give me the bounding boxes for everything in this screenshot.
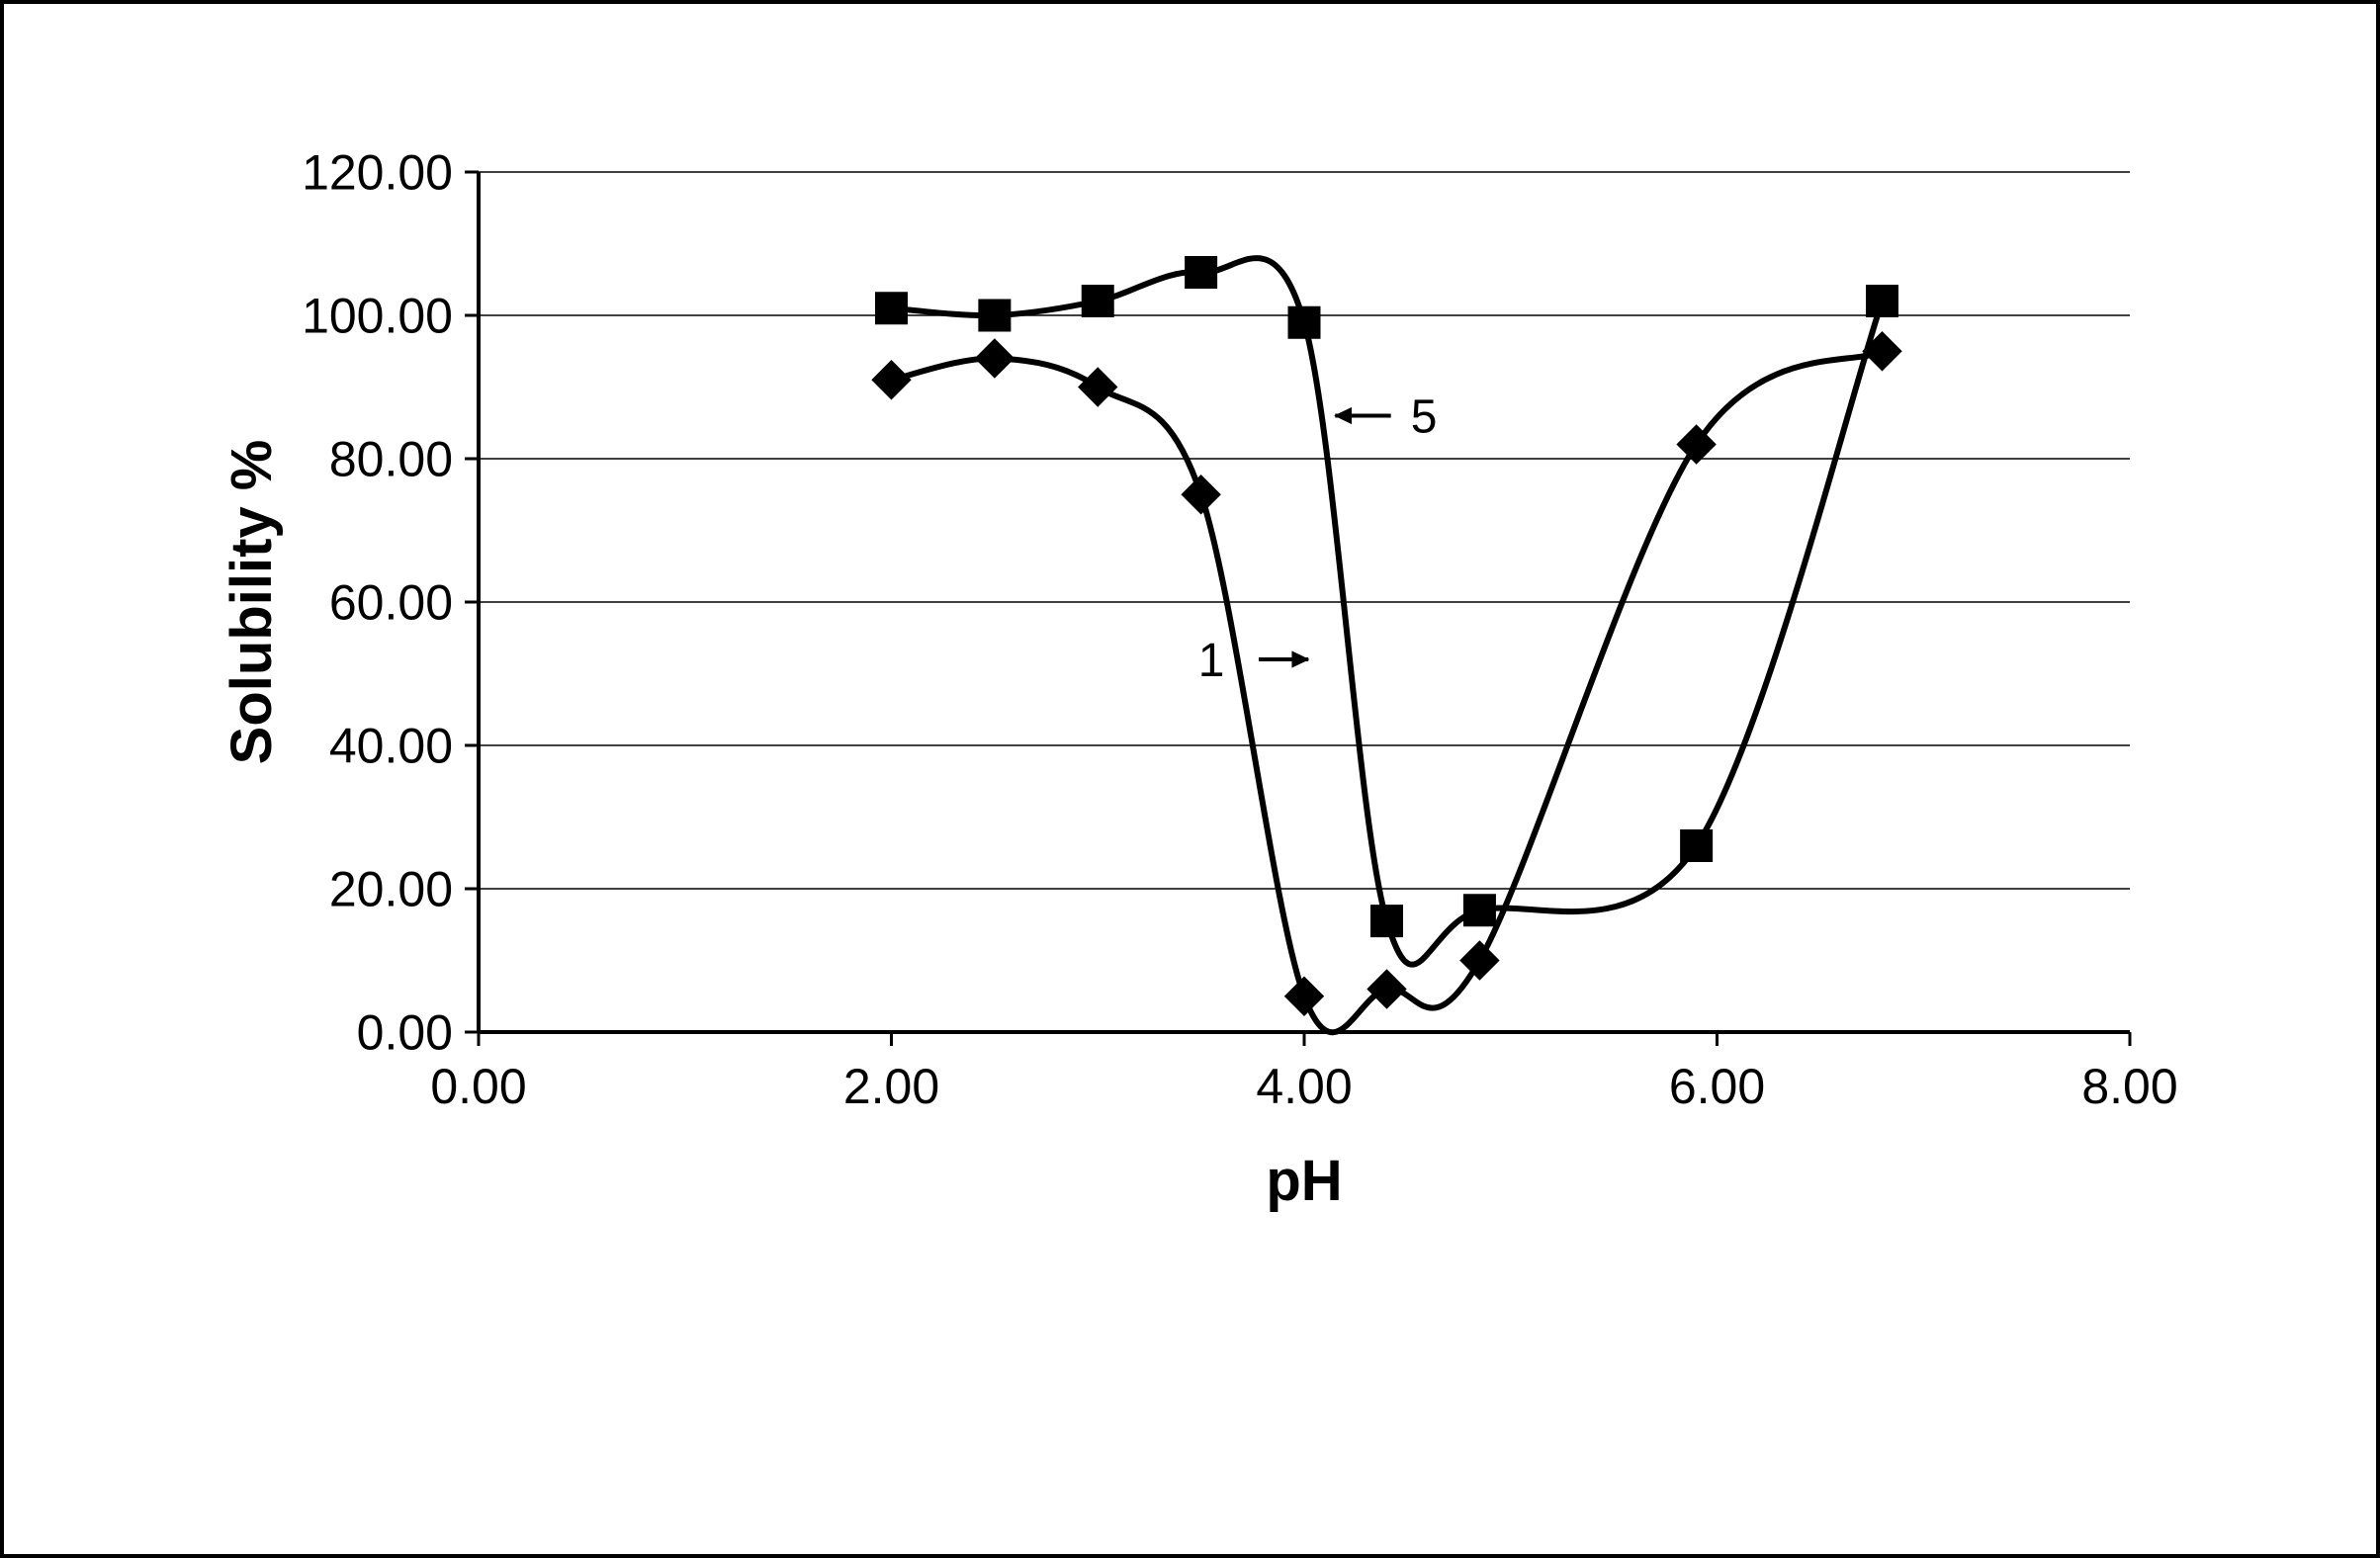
x-tick-label: 6.00	[1669, 1059, 1765, 1114]
y-tick-label: 80.00	[329, 432, 453, 487]
x-tick-label: 2.00	[843, 1059, 939, 1114]
marker-square	[1186, 257, 1217, 289]
annotation-label: 1	[1198, 635, 1225, 687]
y-tick-label: 60.00	[329, 575, 453, 631]
x-axis-label: pH	[1266, 1149, 1342, 1213]
y-axis-label: Solubility %	[220, 440, 284, 765]
y-tick-label: 100.00	[302, 289, 453, 344]
x-tick-label: 0.00	[430, 1059, 526, 1114]
y-tick-label: 40.00	[329, 719, 453, 774]
annotation-label: 5	[1411, 390, 1438, 443]
figure-frame: 0.00 2.00 4.00 6.00 8.00 0.00 20.00 40.00 60.00 8…	[0, 0, 2380, 1558]
y-tick-label: 0.00	[357, 1005, 453, 1061]
solubility-chart: 0.002.004.006.008.000.0020.0040.0060.008…	[221, 162, 2160, 1408]
marker-square	[876, 293, 908, 324]
x-tick-label: 8.00	[2081, 1059, 2177, 1114]
marker-square	[1681, 830, 1713, 862]
marker-square	[979, 300, 1011, 331]
marker-square	[1867, 286, 1898, 317]
marker-square	[1288, 306, 1320, 338]
chart-container: 0.002.004.006.008.000.0020.0040.0060.008…	[221, 162, 2160, 1408]
y-tick-label: 20.00	[329, 862, 453, 917]
x-tick-label: 4.00	[1256, 1059, 1352, 1114]
marker-square	[1082, 286, 1113, 317]
marker-square	[1463, 895, 1495, 926]
marker-square	[1371, 906, 1403, 937]
y-tick-label: 120.00	[302, 145, 453, 201]
